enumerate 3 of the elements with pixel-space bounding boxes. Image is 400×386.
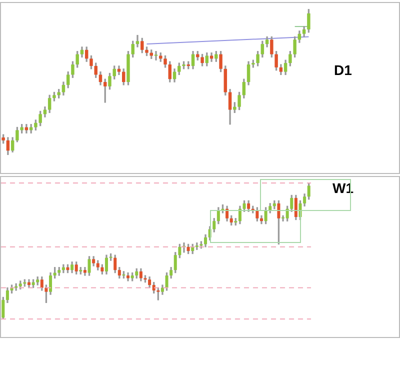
text: D1 [334,62,352,78]
candlestick [136,34,140,48]
candlestick [154,51,158,60]
